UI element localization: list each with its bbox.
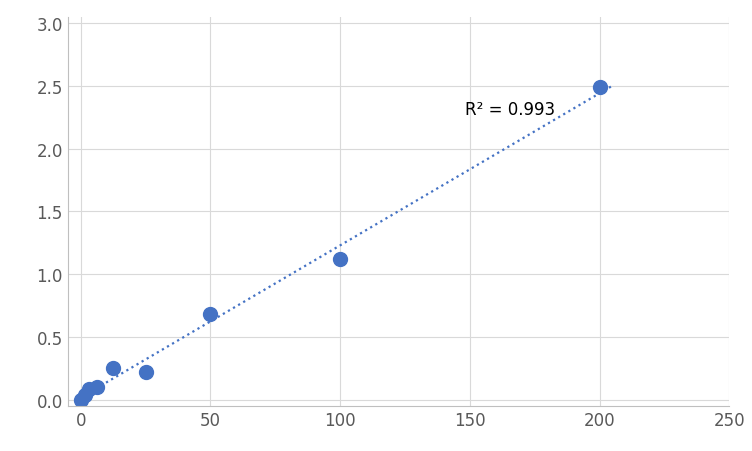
Point xyxy=(334,256,346,263)
Point xyxy=(74,396,86,403)
Point xyxy=(593,84,605,92)
Text: R² = 0.993: R² = 0.993 xyxy=(465,101,555,118)
Point xyxy=(79,391,91,398)
Point xyxy=(205,311,217,318)
Point xyxy=(107,365,119,372)
Point xyxy=(83,386,95,393)
Point xyxy=(91,383,103,391)
Point xyxy=(140,368,152,376)
